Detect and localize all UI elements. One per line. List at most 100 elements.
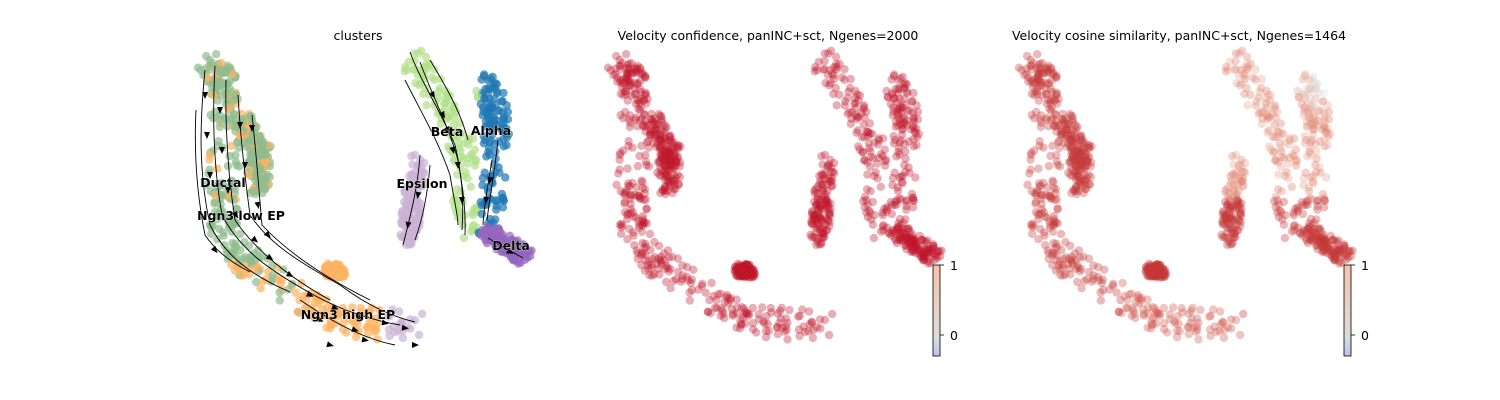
cell-point — [818, 160, 827, 169]
cell-point — [1149, 265, 1158, 274]
cell-point — [1234, 161, 1244, 170]
cell-point — [473, 92, 482, 102]
cell-point — [819, 205, 829, 215]
cell-point — [853, 90, 862, 99]
cell-point — [1230, 229, 1240, 238]
cell-point — [739, 269, 749, 279]
cell-point — [1309, 124, 1319, 133]
cell-point — [1139, 309, 1149, 319]
cell-point — [1261, 99, 1270, 108]
cell-point — [659, 147, 669, 156]
cell-point — [661, 124, 670, 134]
cell-point — [899, 118, 908, 128]
cell-point — [1301, 200, 1310, 210]
cell-point — [644, 136, 653, 146]
cell-point — [1065, 264, 1074, 273]
cell-point — [662, 170, 671, 179]
cell-point — [1237, 46, 1247, 55]
cell-point — [1058, 260, 1068, 270]
cell-point — [1080, 162, 1090, 171]
cell-point — [642, 204, 651, 213]
cell-point — [673, 267, 683, 277]
cell-point — [1067, 257, 1077, 266]
cell-point — [1076, 132, 1085, 142]
cell-point — [743, 270, 752, 279]
cell-point — [1063, 259, 1073, 269]
cell-point — [630, 115, 640, 125]
cell-point — [1240, 63, 1250, 72]
cell-point — [832, 59, 841, 69]
cell-point — [625, 81, 634, 90]
cell-point — [719, 309, 728, 318]
cell-point — [701, 288, 710, 297]
cell-point — [908, 241, 917, 250]
cell-point — [1326, 231, 1336, 240]
cell-point — [1061, 114, 1071, 123]
cell-point — [903, 224, 913, 233]
cell-point — [1315, 163, 1324, 172]
cell-point — [739, 264, 748, 274]
cell-point — [1029, 221, 1038, 230]
cell-point — [744, 311, 753, 320]
cell-point — [1035, 137, 1044, 146]
cell-point — [815, 196, 824, 205]
cell-point — [823, 161, 832, 170]
cell-point — [1038, 58, 1047, 68]
cell-point — [812, 227, 821, 237]
cell-point — [891, 229, 900, 238]
cell-point — [1226, 171, 1235, 181]
cell-point — [913, 107, 923, 117]
streamline-arrow — [506, 248, 514, 254]
cell-point — [1148, 271, 1157, 280]
cell-point — [883, 92, 892, 102]
cell-point — [826, 204, 835, 213]
cell-point — [1055, 136, 1064, 146]
cell-point — [1074, 165, 1083, 174]
cell-point — [1298, 201, 1308, 210]
cell-point — [889, 139, 899, 148]
cell-point — [736, 271, 746, 280]
cell-point — [1246, 90, 1255, 100]
cell-point — [741, 261, 750, 270]
cell-point — [1205, 325, 1215, 334]
cell-point — [1314, 233, 1323, 242]
cell-point — [1224, 237, 1234, 246]
cell-point — [413, 70, 423, 80]
cell-point — [666, 182, 676, 191]
cell-point — [807, 318, 817, 327]
cell-point — [1061, 131, 1071, 140]
cell-point — [1056, 130, 1066, 139]
velocity-cosine-points — [1014, 46, 1357, 344]
cell-point — [1293, 155, 1302, 165]
cell-point — [1305, 147, 1314, 157]
cell-point — [394, 307, 404, 316]
cell-point — [614, 169, 623, 178]
cell-point — [1152, 262, 1161, 271]
velocity-cosine-title: Velocity cosine similarity, panINC+sct, … — [1012, 28, 1346, 43]
cell-point — [1312, 79, 1321, 88]
cell-point — [420, 168, 429, 178]
cell-point — [1163, 328, 1172, 337]
cell-point — [737, 262, 746, 271]
cell-point — [666, 148, 675, 157]
cell-point — [1155, 264, 1165, 273]
cell-point — [1302, 229, 1311, 238]
cell-point — [623, 70, 633, 79]
cell-point — [743, 260, 752, 269]
cell-point — [1070, 160, 1080, 169]
cell-point — [735, 324, 745, 333]
cell-point — [1252, 97, 1261, 106]
cell-point — [636, 193, 645, 203]
cell-point — [1317, 237, 1326, 246]
cell-point — [1159, 266, 1169, 275]
cell-point — [835, 59, 844, 69]
cell-point — [453, 170, 462, 179]
cell-point — [1313, 197, 1322, 206]
cell-point — [1074, 176, 1084, 186]
cell-point — [1291, 204, 1300, 213]
cell-point — [907, 247, 916, 256]
cell-point — [1068, 117, 1078, 127]
cell-point — [661, 149, 671, 159]
cell-point — [1278, 215, 1287, 224]
cell-point — [748, 268, 757, 277]
